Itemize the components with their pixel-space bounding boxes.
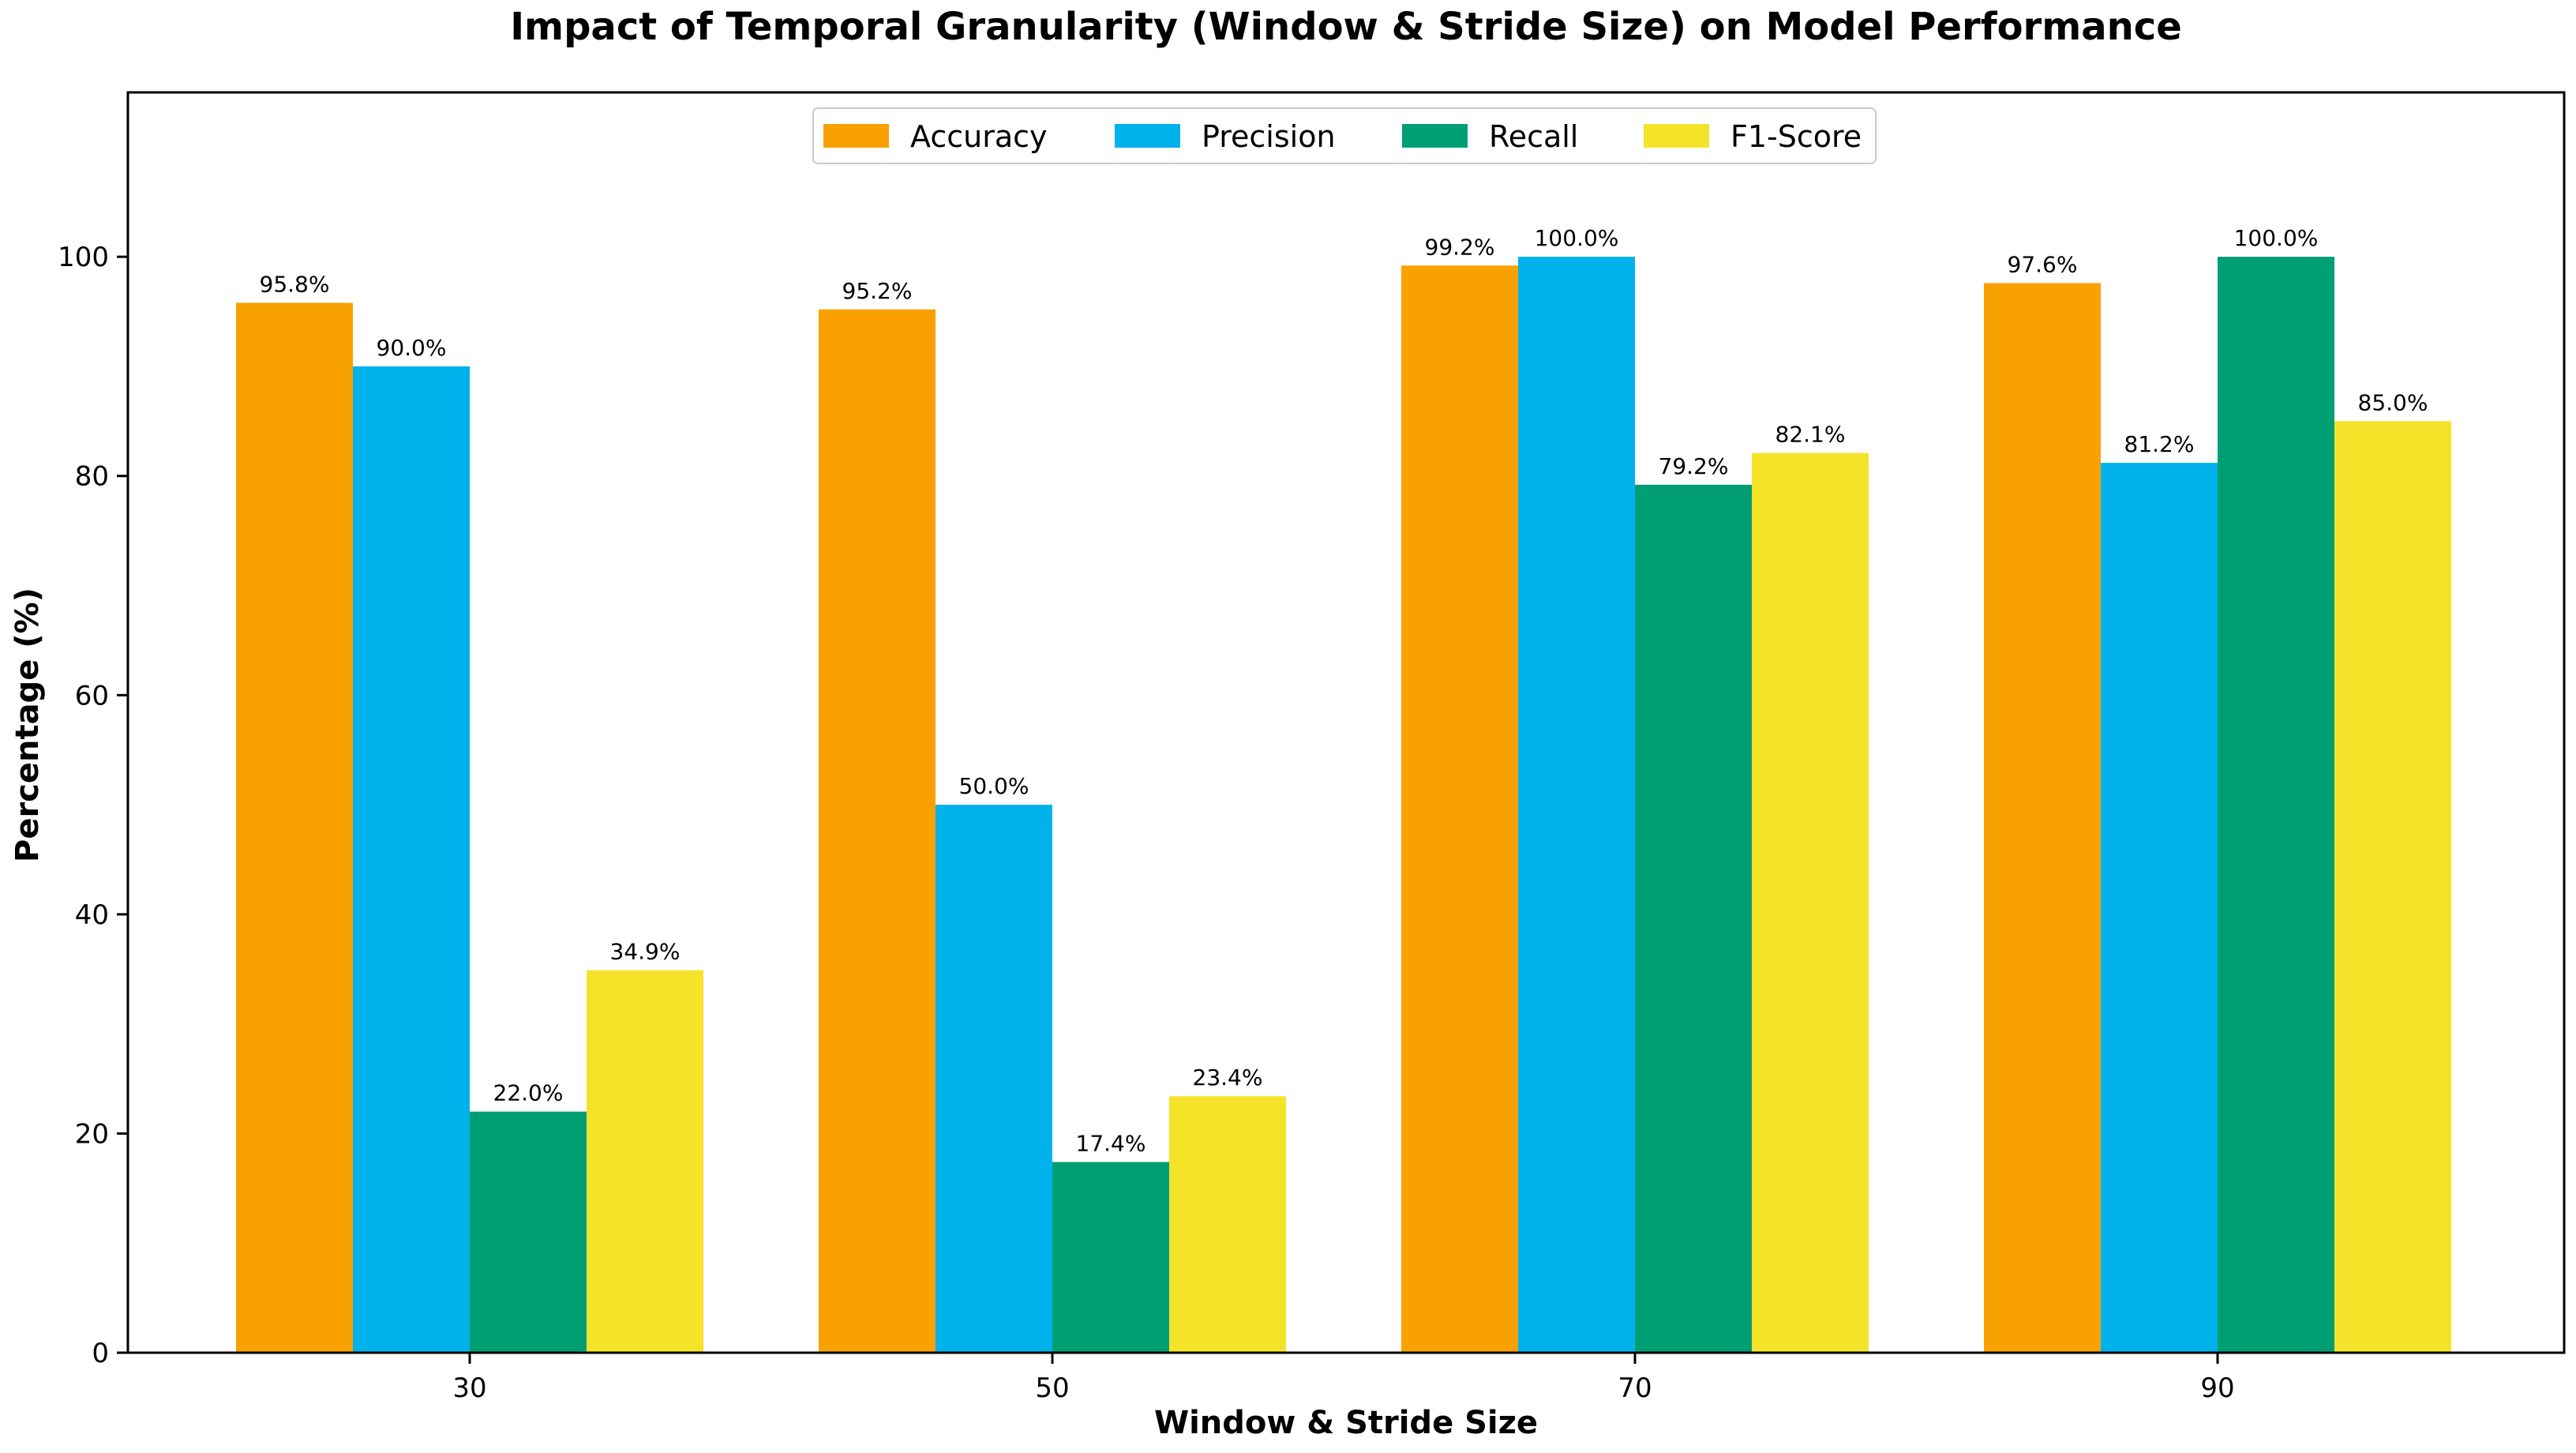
y-tick-label: 80 xyxy=(75,461,109,493)
y-axis-title: Percentage (%) xyxy=(9,588,46,862)
data-label-precision-30: 90.0% xyxy=(377,335,447,361)
x-tick-label: 90 xyxy=(2200,1372,2234,1404)
data-label-recall-90: 100.0% xyxy=(2234,225,2319,251)
x-tick-label: 50 xyxy=(1035,1372,1069,1404)
bar-precision-70 xyxy=(1518,257,1635,1353)
bar-recall-90 xyxy=(2218,257,2334,1353)
data-label-accuracy-50: 95.2% xyxy=(842,278,913,304)
legend-swatch-accuracy xyxy=(823,124,889,148)
y-tick-label: 40 xyxy=(75,899,109,931)
bar-f1-score-30 xyxy=(587,970,703,1353)
x-tick-label: 70 xyxy=(1618,1372,1652,1404)
x-tick-label: 30 xyxy=(452,1372,486,1404)
data-label-recall-30: 22.0% xyxy=(493,1080,564,1106)
legend-swatch-recall xyxy=(1402,124,1468,148)
bar-precision-50 xyxy=(936,805,1052,1353)
x-axis: 30 50 70 90 xyxy=(452,1353,2235,1404)
bar-recall-50 xyxy=(1052,1162,1169,1353)
x-axis-title: Window & Stride Size xyxy=(1154,1405,1538,1441)
legend-swatch-f1-score xyxy=(1644,124,1709,148)
data-label-precision-50: 50.0% xyxy=(959,773,1029,799)
data-label-accuracy-90: 97.6% xyxy=(2008,251,2078,277)
data-label-accuracy-30: 95.8% xyxy=(260,271,330,297)
data-label-recall-70: 79.2% xyxy=(1659,453,1729,479)
data-label-precision-90: 81.2% xyxy=(2124,431,2195,457)
legend-label-recall: Recall xyxy=(1489,119,1578,154)
legend: Accuracy Precision Recall F1-Score xyxy=(812,107,1877,164)
bar-precision-30 xyxy=(353,366,470,1353)
bar-recall-70 xyxy=(1635,484,1752,1353)
y-axis-ticks: 0 20 40 60 80 100 xyxy=(58,242,128,1369)
bars xyxy=(236,257,2451,1354)
chart-title: Impact of Temporal Granularity (Window &… xyxy=(510,5,2182,49)
y-tick-label: 100 xyxy=(58,242,109,273)
legend-label-f1-score: F1-Score xyxy=(1730,119,1862,154)
legend-swatch-precision xyxy=(1115,124,1180,148)
bar-accuracy-50 xyxy=(819,309,936,1353)
plot-frame xyxy=(126,91,2566,1354)
bar-accuracy-70 xyxy=(1401,265,1518,1354)
bar-accuracy-90 xyxy=(1984,283,2101,1354)
data-label-recall-50: 17.4% xyxy=(1076,1131,1146,1157)
y-tick-label: 20 xyxy=(75,1118,109,1150)
y-tick-label: 60 xyxy=(75,680,109,711)
bar-accuracy-30 xyxy=(236,302,353,1353)
data-label-f1-score-50: 23.4% xyxy=(1193,1064,1263,1091)
data-label-f1-score-70: 82.1% xyxy=(1775,422,1846,448)
data-label-precision-70: 100.0% xyxy=(1535,225,1619,251)
legend-label-accuracy: Accuracy xyxy=(910,119,1048,154)
bar-precision-90 xyxy=(2101,463,2218,1353)
data-label-f1-score-90: 85.0% xyxy=(2358,389,2428,415)
bar-f1-score-50 xyxy=(1169,1096,1286,1353)
legend-label-precision: Precision xyxy=(1202,119,1336,154)
bar-f1-score-90 xyxy=(2334,421,2451,1353)
data-labels: 95.8% 90.0% 22.0% 34.9% 95.2% 50.0% 17.4% 23.4%… xyxy=(260,225,2428,1156)
legend-box xyxy=(812,107,1877,164)
data-label-accuracy-70: 99.2% xyxy=(1425,234,1495,260)
bar-recall-30 xyxy=(470,1111,587,1353)
bar-f1-score-70 xyxy=(1752,452,1869,1354)
y-tick-label: 0 xyxy=(92,1338,109,1369)
data-label-f1-score-30: 34.9% xyxy=(610,939,681,965)
